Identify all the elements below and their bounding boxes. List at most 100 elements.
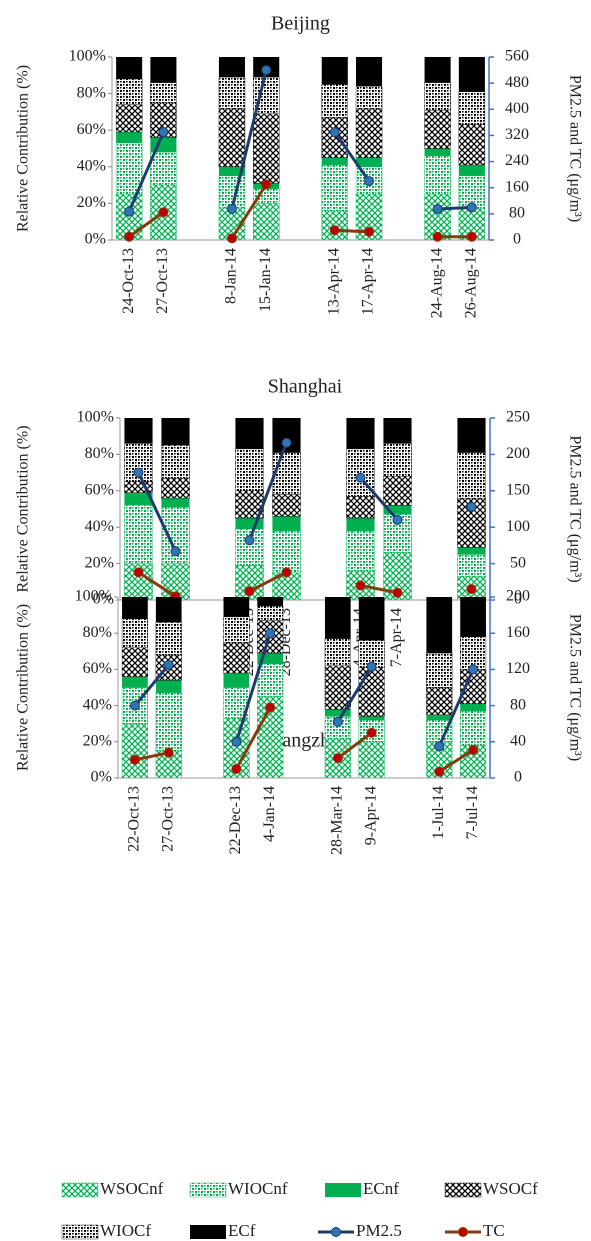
bar-segment xyxy=(383,418,412,444)
bar-segment xyxy=(155,680,182,693)
legend-swatch xyxy=(325,1183,361,1197)
bar-segment xyxy=(458,91,486,125)
y-axis-label: Relative Contribution (%) xyxy=(15,425,32,592)
bar-segment xyxy=(383,476,412,506)
line-marker xyxy=(163,747,174,758)
y2-tick-label: 560 xyxy=(505,48,529,65)
line-marker xyxy=(170,546,181,557)
bar-segment xyxy=(116,132,143,144)
bar-segment xyxy=(355,86,383,109)
line-marker xyxy=(432,203,443,214)
bar-segment xyxy=(426,687,453,715)
bar-segment xyxy=(346,518,375,531)
bar-segment xyxy=(324,597,351,639)
line-marker xyxy=(261,65,272,76)
y-tick-label: 100% xyxy=(69,48,106,65)
y-tick-label: 100% xyxy=(77,409,114,426)
legend-swatch xyxy=(190,1225,226,1239)
line-marker xyxy=(226,203,237,214)
bar-segment xyxy=(218,108,246,167)
x-tick-label: 9-Apr-14 xyxy=(362,786,379,845)
line-marker xyxy=(129,754,140,765)
line-marker xyxy=(281,437,292,448)
bar-segment xyxy=(426,597,453,654)
bar-segment xyxy=(321,157,348,165)
line-series xyxy=(134,706,474,773)
bar-segment xyxy=(218,76,246,109)
line-marker xyxy=(244,535,255,546)
y-tick-label: 20% xyxy=(77,194,106,211)
bar-segment xyxy=(272,494,301,517)
y-tick-label: 80% xyxy=(83,624,112,641)
y2-tick-label: 160 xyxy=(506,624,530,641)
y2-tick-label: 0 xyxy=(514,591,522,608)
bar-segment xyxy=(235,528,264,566)
bar-segment xyxy=(150,82,177,103)
x-tick-label: 24-Aug-14 xyxy=(428,248,445,318)
bar-segment xyxy=(457,418,486,453)
y-tick-label: 60% xyxy=(77,121,106,138)
bar-segment xyxy=(346,418,375,449)
line-marker xyxy=(281,567,292,578)
y2-tick-label: 80 xyxy=(509,205,525,222)
legend-label: WIOCf xyxy=(100,1221,151,1240)
y2-tick-label: 400 xyxy=(505,100,529,117)
line-marker xyxy=(364,176,375,187)
legend-marker xyxy=(458,1227,468,1237)
line-marker xyxy=(163,659,174,670)
bar-segment xyxy=(324,716,351,739)
bar-segment xyxy=(124,492,153,506)
line-marker xyxy=(158,127,169,138)
bar-segment xyxy=(218,57,245,78)
x-tick-label: 4-Jan-14 xyxy=(261,786,278,842)
x-tick-label: 24-Oct-13 xyxy=(120,248,137,314)
bar-segment xyxy=(346,448,375,497)
bar-segment xyxy=(235,518,264,530)
y2-tick-label: 240 xyxy=(505,152,529,169)
bar-segment xyxy=(346,530,375,572)
bar-segment xyxy=(358,716,385,721)
line-marker xyxy=(392,587,403,598)
x-tick-label: 7-Jul-14 xyxy=(464,786,481,839)
bar-segment xyxy=(257,653,284,664)
y2-tick-label: 100 xyxy=(506,518,530,535)
line-marker xyxy=(231,736,242,747)
line-marker xyxy=(366,661,377,672)
bar-segment xyxy=(358,741,385,779)
bar-segment xyxy=(150,151,177,186)
bar-segment xyxy=(121,647,148,677)
bar-segment xyxy=(161,477,190,499)
y-tick-label: 0% xyxy=(91,769,112,786)
bar-segment xyxy=(115,142,143,195)
line-marker xyxy=(158,207,169,218)
line-marker xyxy=(466,501,477,512)
line-marker xyxy=(432,231,443,242)
y-tick-label: 40% xyxy=(85,518,114,535)
line-marker xyxy=(468,664,479,675)
y2-tick-label: 0 xyxy=(513,231,521,248)
x-tick-label: 8-Jan-14 xyxy=(223,248,240,304)
bar-segment xyxy=(383,443,412,477)
bar-segment xyxy=(460,703,486,712)
bar-segment xyxy=(235,448,264,492)
y2-tick-label: 80 xyxy=(510,696,526,713)
line-marker xyxy=(231,763,242,774)
bar-segment xyxy=(424,148,451,156)
legend-label: WSOCf xyxy=(483,1179,538,1198)
line-marker xyxy=(355,472,366,483)
bar-segment xyxy=(155,692,182,752)
line-marker xyxy=(129,700,140,711)
bar-segment xyxy=(115,104,143,133)
bar-segment xyxy=(458,164,485,176)
x-tick-label: 27-Oct-13 xyxy=(159,786,176,852)
legend-swatch xyxy=(61,1182,99,1198)
y-tick-label: 60% xyxy=(85,481,114,498)
bar-segment xyxy=(358,597,385,641)
bar-segment xyxy=(424,109,451,149)
line-series xyxy=(127,69,472,213)
y-axis-label: Relative Contribution (%) xyxy=(15,65,32,232)
y-tick-label: 80% xyxy=(77,84,106,101)
y-tick-label: 100% xyxy=(75,588,112,605)
line-marker xyxy=(133,467,144,478)
